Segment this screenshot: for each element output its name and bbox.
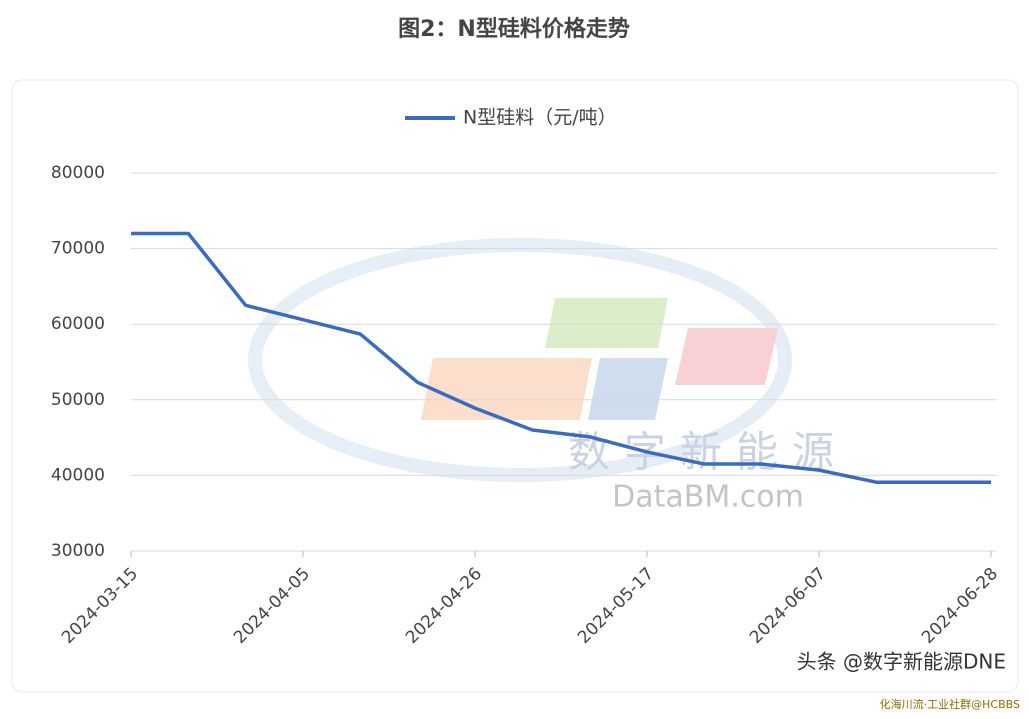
watermark: DataBM.com	[612, 480, 804, 515]
y-tick-label: 70000	[51, 239, 105, 259]
y-tick-label: 40000	[51, 465, 105, 485]
y-tick-label: 80000	[51, 163, 105, 183]
y-tick-label: 30000	[51, 541, 105, 561]
y-tick-label: 60000	[51, 314, 105, 334]
watermark: 化海川流·工业社群@HCBBS	[880, 697, 1020, 711]
y-tick-label: 50000	[51, 390, 105, 410]
line	[131, 231, 991, 484]
watermark: 头条 @数字新能源DNE	[797, 650, 1006, 674]
legend-label: N型硅料（元/吨）	[463, 107, 617, 129]
chart-frame	[11, 79, 1019, 693]
chart-title: 图2：N型硅料价格走势	[398, 16, 630, 42]
